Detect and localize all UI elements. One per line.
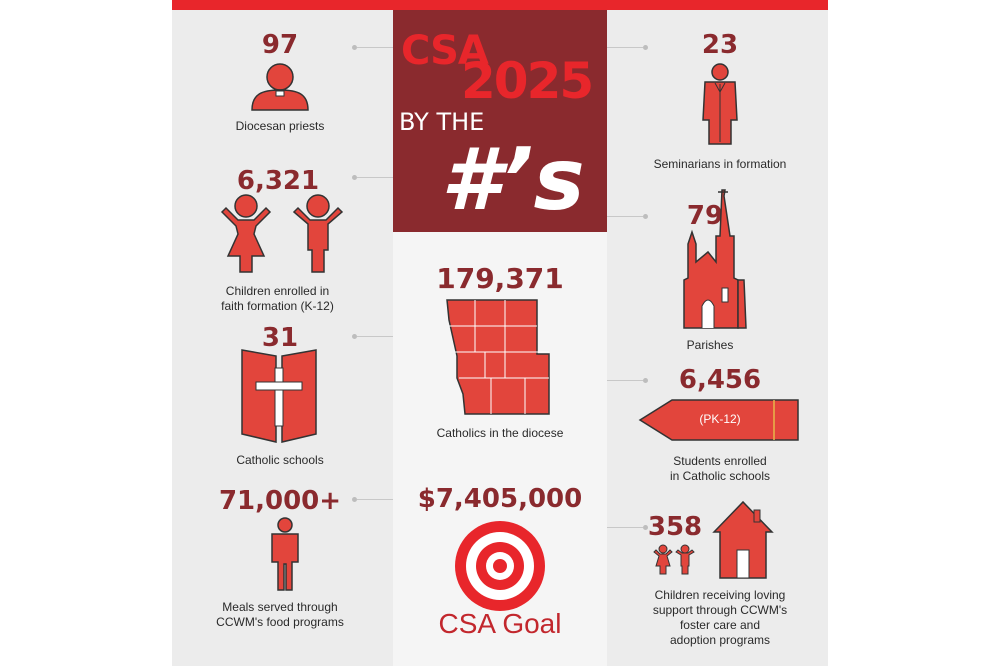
- students-label-line2: in Catholic schools: [669, 469, 771, 483]
- connector-line: [607, 216, 643, 217]
- meals-label-line2: CCWM's food programs: [216, 615, 344, 629]
- hero-by-the: BY THE: [399, 108, 485, 136]
- hero-year: 2025: [461, 52, 594, 110]
- connector-dot: [643, 45, 648, 50]
- foster-label-line4: adoption programs: [669, 633, 771, 647]
- connector-line: [607, 380, 643, 381]
- foster-label-line3: foster care and: [679, 618, 761, 632]
- connector-dot: [643, 214, 648, 219]
- hero-csa: CSA: [401, 28, 489, 74]
- children-label-line2: faith formation (K-12): [221, 299, 334, 313]
- seminarians-label: Seminarians in formation: [653, 157, 787, 171]
- connector-dot: [643, 525, 648, 530]
- person-icon: [271, 517, 299, 591]
- top-accent-bar: [172, 0, 828, 10]
- meals-count: 71,000+: [218, 486, 342, 516]
- church-icon: [683, 189, 747, 329]
- connector-line: [357, 47, 393, 48]
- children-count: 6,321: [236, 166, 320, 196]
- connector-dot: [352, 175, 357, 180]
- schools-label: Catholic schools: [236, 453, 324, 467]
- foster-label-line1: Children receiving loving: [654, 588, 786, 602]
- children-small-icon: [653, 544, 695, 575]
- children-icon: [220, 194, 344, 273]
- hero-title-block: CSA 2025 BY THE #’s: [393, 10, 607, 232]
- diocese-map-icon: [446, 299, 550, 415]
- connector-dot: [643, 378, 648, 383]
- connector-dot: [352, 497, 357, 502]
- connector-dot: [352, 334, 357, 339]
- children-label-line1: Children enrolled in: [225, 284, 330, 298]
- connector-line: [357, 177, 393, 178]
- open-book-cross-icon: [241, 349, 317, 443]
- house-icon: [712, 500, 774, 579]
- goal-label: CSA Goal: [438, 608, 562, 639]
- connector-line: [357, 336, 393, 337]
- foster-label-line2: support through CCWM's: [652, 603, 788, 617]
- pencil-icon: [638, 399, 799, 441]
- catholics-label: Catholics in the diocese: [436, 426, 564, 440]
- seminarian-icon: [702, 63, 738, 145]
- connector-line: [357, 499, 393, 500]
- parishes-label: Parishes: [686, 338, 734, 352]
- target-icon: [455, 521, 545, 611]
- schools-count: 31: [261, 323, 299, 353]
- connector-line: [607, 47, 643, 48]
- priests-label: Diocesan priests: [235, 119, 325, 133]
- goal-amount: $7,405,000: [417, 484, 583, 514]
- parishes-count: 79: [686, 201, 724, 231]
- students-label-line1: Students enrolled: [673, 454, 767, 468]
- priests-count: 97: [261, 30, 299, 60]
- priest-icon: [251, 63, 309, 111]
- pencil-label: (PK-12): [699, 412, 741, 426]
- students-count: 6,456: [678, 365, 762, 395]
- connector-dot: [352, 45, 357, 50]
- meals-label-line1: Meals served through: [222, 600, 338, 614]
- connector-line: [607, 527, 643, 528]
- seminarians-count: 23: [701, 30, 739, 60]
- foster-count: 358: [647, 512, 703, 542]
- catholics-count: 179,371: [436, 262, 564, 295]
- hero-numbers: #’s: [441, 130, 585, 230]
